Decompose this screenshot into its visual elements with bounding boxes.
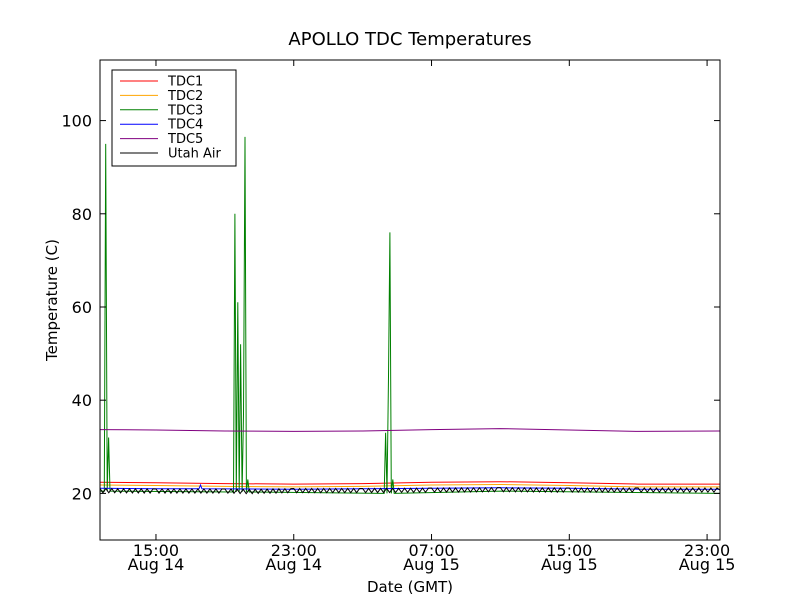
x-tick-time: 07:00	[408, 541, 454, 560]
x-tick-date: Aug 14	[265, 555, 322, 574]
x-tick-date: Aug 15	[541, 555, 598, 574]
legend-box	[111, 69, 237, 167]
legend-label-5: Utah Air	[168, 147, 221, 162]
y-tick-label: 20	[72, 484, 92, 503]
y-tick-label: 80	[72, 205, 92, 224]
x-tick-date: Aug 15	[679, 555, 736, 574]
legend-label-2: TDC3	[167, 103, 203, 118]
series-line-4	[99, 428, 721, 432]
chart-title: APOLLO TDC Temperatures	[288, 29, 531, 50]
y-tick-label: 40	[72, 391, 92, 410]
y-axis: 20 40 60 80 100	[61, 112, 720, 503]
legend-label-1: TDC2	[167, 89, 203, 104]
x-axis-label: Date (GMT)	[367, 578, 453, 596]
x-tick-time: 15:00	[546, 541, 592, 560]
x-tick-date: Aug 14	[128, 555, 185, 574]
plot-frame	[99, 59, 721, 541]
y-axis-label: Temperature (C)	[43, 239, 61, 362]
y-tick-label: 60	[72, 298, 92, 317]
series-line-2	[100, 136, 721, 494]
plot-series	[99, 136, 721, 495]
series-line-0	[99, 481, 720, 485]
series-line-1	[99, 483, 720, 488]
x-tick-date: Aug 15	[403, 555, 460, 574]
y-tick-label: 100	[61, 112, 92, 131]
legend-label-0: TDC1	[167, 75, 203, 90]
x-tick-time: 23:00	[271, 541, 317, 560]
legend-label-4: TDC5	[167, 132, 203, 147]
x-tick-time: 15:00	[133, 541, 179, 560]
series-line-5	[99, 486, 721, 495]
x-tick-time: 23:00	[684, 541, 730, 560]
legend-label-3: TDC4	[167, 118, 203, 133]
